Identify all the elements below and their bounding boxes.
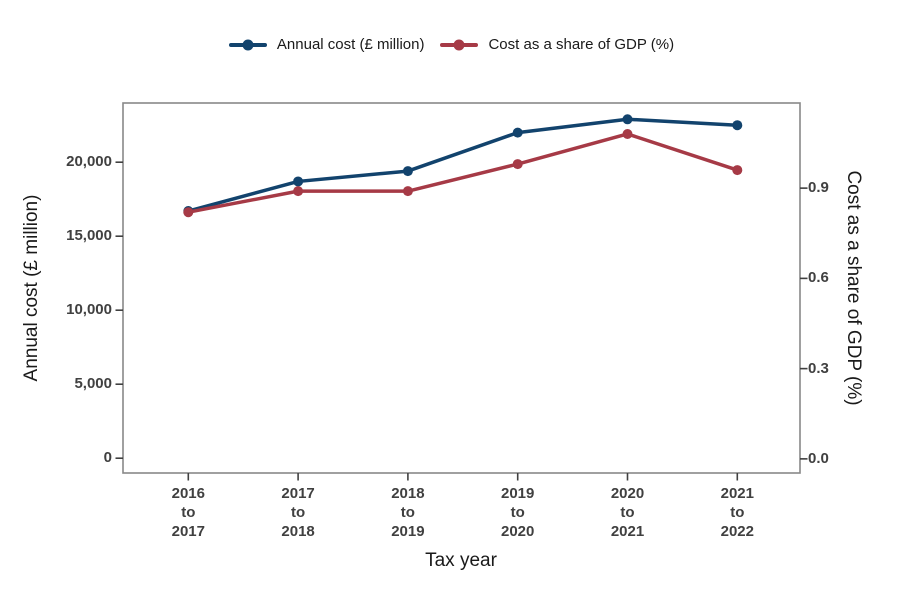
line-dot-marker-blue-icon xyxy=(228,39,267,50)
x-tick-label-line: to xyxy=(730,504,745,521)
x-tick-label-line: 2019 xyxy=(391,523,425,540)
x-tick-label-line: 2022 xyxy=(720,523,754,540)
legend-item-annual-cost: Annual cost (£ million) xyxy=(228,36,425,53)
x-tick-label-line: 2020 xyxy=(610,485,645,502)
legend: Annual cost (£ million) Cost as a share … xyxy=(0,36,903,53)
x-tick-label-line: 2020 xyxy=(501,523,535,540)
x-axis-title: Tax year xyxy=(425,550,497,571)
x-tick-label-line: 2017 xyxy=(281,485,315,502)
line-dot-marker-red-icon xyxy=(440,39,479,50)
x-tick-label-line: to xyxy=(181,504,196,521)
x-tick-label-line: 2021 xyxy=(720,485,754,502)
x-tick-label: 2021 to 2022 xyxy=(689,484,785,541)
x-tick-label: 2020 to 2021 xyxy=(580,484,676,541)
legend-label-annual-cost: Annual cost (£ million) xyxy=(276,36,425,53)
x-tick-label-line: to xyxy=(291,504,306,521)
legend-label-gdp-share: Cost as a share of GDP (%) xyxy=(488,36,675,53)
y-tick-label-right: 0.6 xyxy=(808,269,829,287)
y-tick-label-left: 20,000 xyxy=(66,153,112,171)
x-tick-label-line: 2018 xyxy=(391,485,425,502)
left-axis-title: Annual cost (£ million) xyxy=(21,194,42,382)
x-tick-label-line: 2018 xyxy=(281,523,315,540)
y-tick-label-right: 0.9 xyxy=(808,179,829,197)
x-tick-label-line: 2021 xyxy=(610,523,645,540)
x-tick-label-line: 2019 xyxy=(501,485,535,502)
y-tick-label-left: 5,000 xyxy=(74,375,112,393)
right-axis-title: Cost as a share of GDP (%) xyxy=(843,170,864,406)
y-tick-label-right: 0.3 xyxy=(808,359,829,377)
x-tick-label-line: to xyxy=(510,504,525,521)
x-tick-label-line: to xyxy=(400,504,415,521)
x-tick-label-line: 2016 xyxy=(171,485,205,502)
y-tick-label-right: 0.0 xyxy=(808,449,829,467)
x-tick-label: 2018 to 2019 xyxy=(360,484,456,541)
x-tick-label-line: 2017 xyxy=(171,523,205,540)
x-tick-label-line: to xyxy=(620,504,635,521)
x-tick-label: 2017 to 2018 xyxy=(250,484,346,541)
y-tick-label-left: 10,000 xyxy=(66,301,112,319)
legend-item-gdp-share: Cost as a share of GDP (%) xyxy=(440,36,674,53)
x-tick-label: 2016 to 2017 xyxy=(140,484,236,541)
y-tick-label-left: 15,000 xyxy=(66,227,112,245)
x-tick-label: 2019 to 2020 xyxy=(470,484,566,541)
y-tick-label-left: 0 xyxy=(103,449,112,467)
